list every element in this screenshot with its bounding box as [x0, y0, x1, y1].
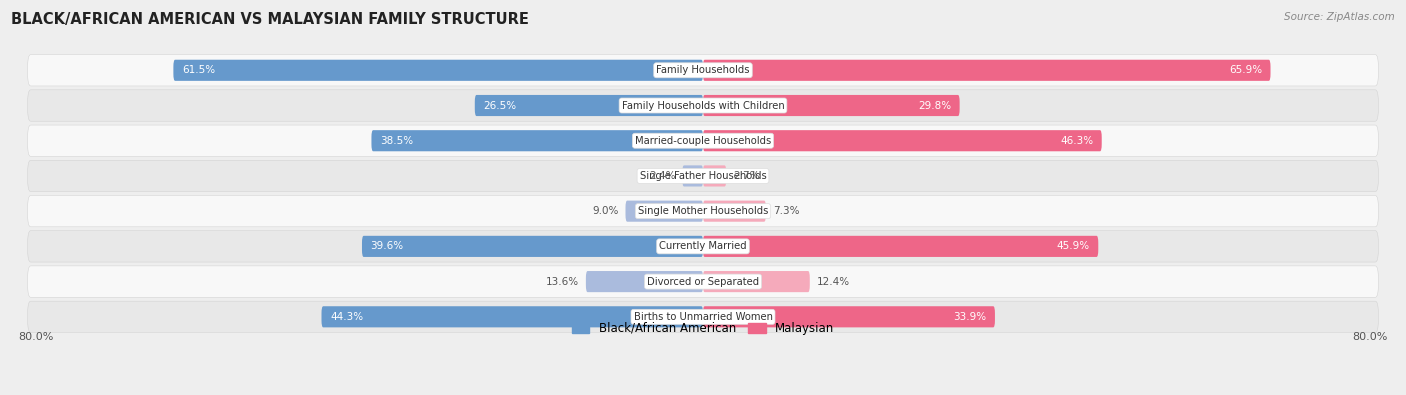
Text: 9.0%: 9.0% — [592, 206, 619, 216]
Text: Single Father Households: Single Father Households — [640, 171, 766, 181]
Text: Divorced or Separated: Divorced or Separated — [647, 276, 759, 287]
Text: 39.6%: 39.6% — [371, 241, 404, 251]
Text: 65.9%: 65.9% — [1229, 65, 1263, 75]
Text: Births to Unmarried Women: Births to Unmarried Women — [634, 312, 772, 322]
FancyBboxPatch shape — [28, 55, 1378, 86]
Text: 13.6%: 13.6% — [546, 276, 579, 287]
Text: 29.8%: 29.8% — [918, 100, 950, 111]
Text: Single Mother Households: Single Mother Households — [638, 206, 768, 216]
FancyBboxPatch shape — [703, 60, 1271, 81]
FancyBboxPatch shape — [28, 90, 1378, 121]
FancyBboxPatch shape — [703, 271, 810, 292]
FancyBboxPatch shape — [322, 306, 703, 327]
Text: 45.9%: 45.9% — [1056, 241, 1090, 251]
Text: Currently Married: Currently Married — [659, 241, 747, 251]
Text: 44.3%: 44.3% — [330, 312, 363, 322]
Text: 12.4%: 12.4% — [817, 276, 849, 287]
FancyBboxPatch shape — [28, 196, 1378, 227]
Text: 80.0%: 80.0% — [1353, 332, 1388, 342]
Text: 33.9%: 33.9% — [953, 312, 987, 322]
Legend: Black/African American, Malaysian: Black/African American, Malaysian — [567, 317, 839, 340]
Text: BLACK/AFRICAN AMERICAN VS MALAYSIAN FAMILY STRUCTURE: BLACK/AFRICAN AMERICAN VS MALAYSIAN FAMI… — [11, 12, 529, 27]
FancyBboxPatch shape — [475, 95, 703, 116]
FancyBboxPatch shape — [28, 231, 1378, 262]
Text: 26.5%: 26.5% — [484, 100, 516, 111]
Text: Family Households: Family Households — [657, 65, 749, 75]
FancyBboxPatch shape — [682, 166, 703, 186]
Text: 7.3%: 7.3% — [773, 206, 799, 216]
FancyBboxPatch shape — [703, 130, 1102, 151]
Text: Family Households with Children: Family Households with Children — [621, 100, 785, 111]
Text: Source: ZipAtlas.com: Source: ZipAtlas.com — [1284, 12, 1395, 22]
FancyBboxPatch shape — [28, 301, 1378, 333]
FancyBboxPatch shape — [371, 130, 703, 151]
FancyBboxPatch shape — [28, 266, 1378, 297]
Text: 2.4%: 2.4% — [650, 171, 675, 181]
Text: 38.5%: 38.5% — [380, 136, 413, 146]
FancyBboxPatch shape — [28, 125, 1378, 156]
Text: Married-couple Households: Married-couple Households — [636, 136, 770, 146]
FancyBboxPatch shape — [586, 271, 703, 292]
Text: 2.7%: 2.7% — [733, 171, 759, 181]
Text: 61.5%: 61.5% — [181, 65, 215, 75]
FancyBboxPatch shape — [361, 236, 703, 257]
FancyBboxPatch shape — [703, 236, 1098, 257]
FancyBboxPatch shape — [173, 60, 703, 81]
FancyBboxPatch shape — [703, 201, 766, 222]
FancyBboxPatch shape — [703, 166, 727, 186]
FancyBboxPatch shape — [626, 201, 703, 222]
FancyBboxPatch shape — [703, 95, 960, 116]
FancyBboxPatch shape — [703, 306, 995, 327]
Text: 80.0%: 80.0% — [18, 332, 53, 342]
FancyBboxPatch shape — [28, 160, 1378, 192]
Text: 46.3%: 46.3% — [1060, 136, 1092, 146]
